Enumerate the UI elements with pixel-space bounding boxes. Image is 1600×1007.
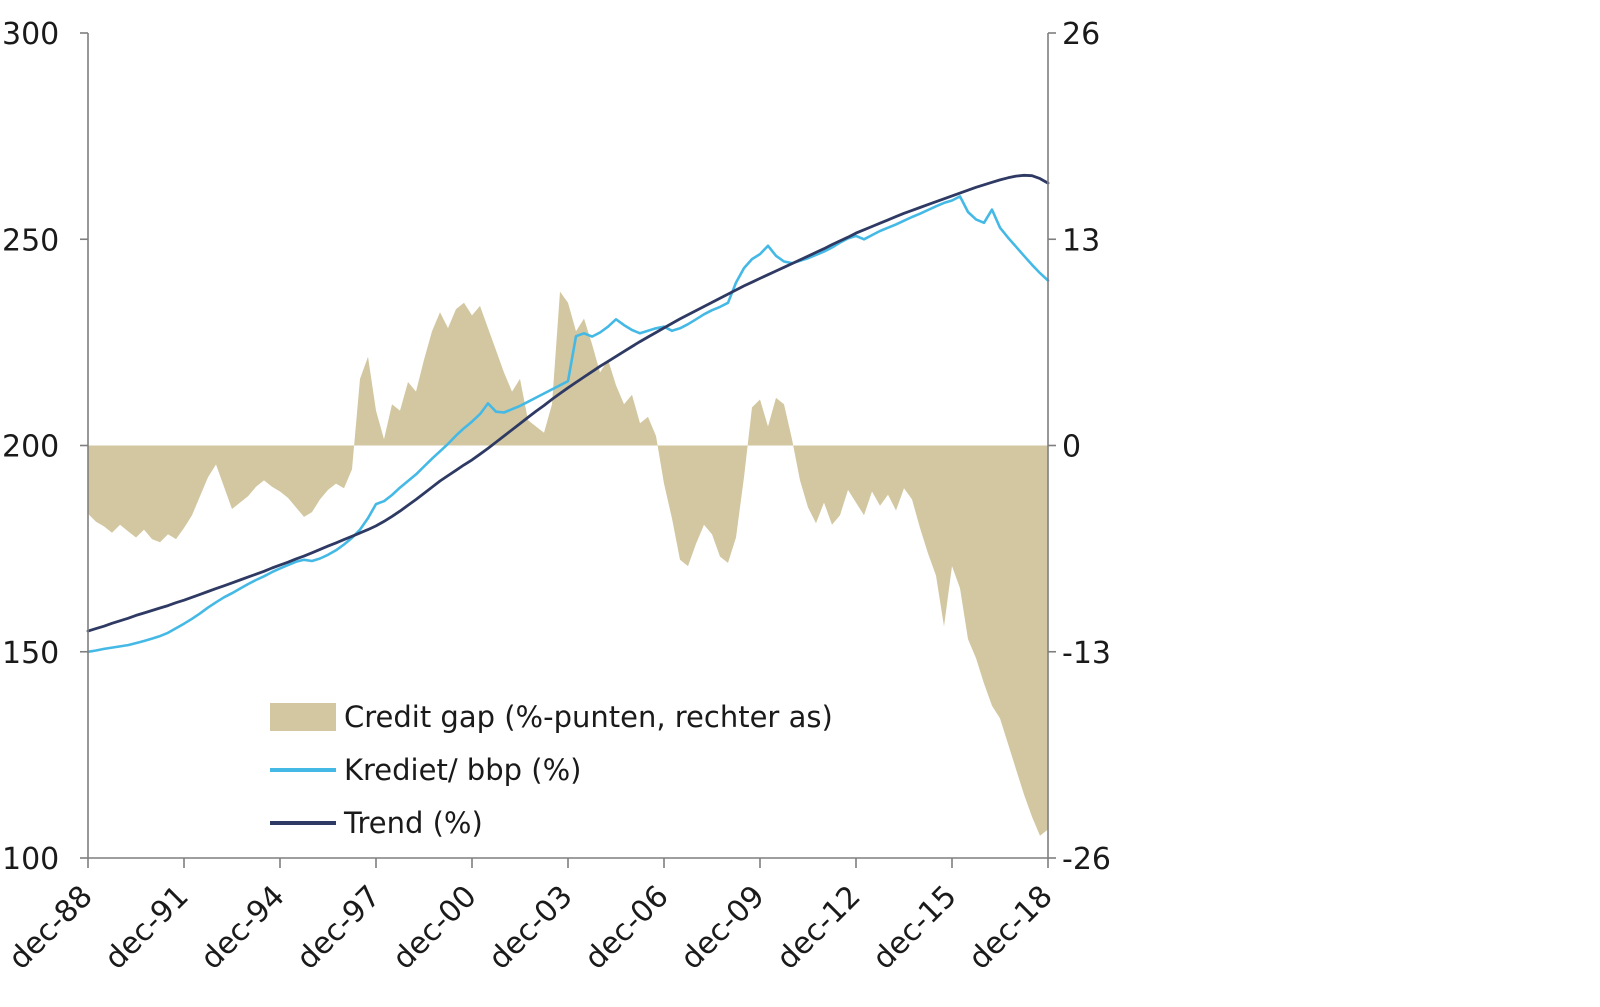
chart-legend: Credit gap (%-punten, rechter as) Kredie… [270, 700, 833, 840]
left-axis-tick-label: 300 [2, 17, 59, 52]
left-axis-tick-label: 200 [2, 430, 59, 465]
left-axis-tick-label: 250 [2, 223, 59, 258]
right-axis-tick-label: -26 [1062, 842, 1111, 877]
credit-gap-area-series [88, 291, 1048, 836]
right-axis-tick-label: 26 [1062, 17, 1100, 52]
x-axis-tick-label: dec-15 [866, 879, 964, 977]
x-axis-tick-label: dec-00 [386, 879, 484, 977]
krediet-bbp-line-series [86, 195, 1050, 654]
x-axis-tick-label: dec-12 [770, 879, 868, 977]
right-axis-tick-label: -13 [1062, 636, 1111, 671]
x-axis-tick-label: dec-88 [2, 879, 100, 977]
left-axis-tick-label: 150 [2, 636, 59, 671]
legend-label-krediet-bbp: Krediet/ bbp (%) [344, 753, 582, 787]
x-axis-tick-label: dec-09 [674, 879, 772, 977]
legend-item-krediet-bbp: Krediet/ bbp (%) [270, 753, 833, 787]
x-axis-tick-label: dec-97 [290, 879, 388, 977]
trend-line-series [86, 173, 1050, 633]
legend-swatch-krediet-bbp [270, 768, 336, 772]
x-axis-tick-label: dec-18 [962, 879, 1060, 977]
legend-item-credit-gap: Credit gap (%-punten, rechter as) [270, 700, 833, 734]
legend-swatch-trend [270, 821, 336, 825]
legend-label-trend: Trend (%) [344, 806, 483, 840]
right-axis-tick-label: 13 [1062, 223, 1100, 258]
legend-label-credit-gap: Credit gap (%-punten, rechter as) [344, 700, 833, 734]
legend-item-trend: Trend (%) [270, 806, 833, 840]
x-axis-tick-label: dec-91 [98, 879, 196, 977]
x-axis-tick-label: dec-06 [578, 879, 676, 977]
left-axis-tick-label: 100 [2, 842, 59, 877]
x-axis-tick-label: dec-94 [194, 879, 292, 977]
right-axis-tick-label: 0 [1062, 430, 1081, 465]
x-axis-tick-label: dec-03 [482, 879, 580, 977]
legend-swatch-credit-gap [270, 703, 336, 731]
